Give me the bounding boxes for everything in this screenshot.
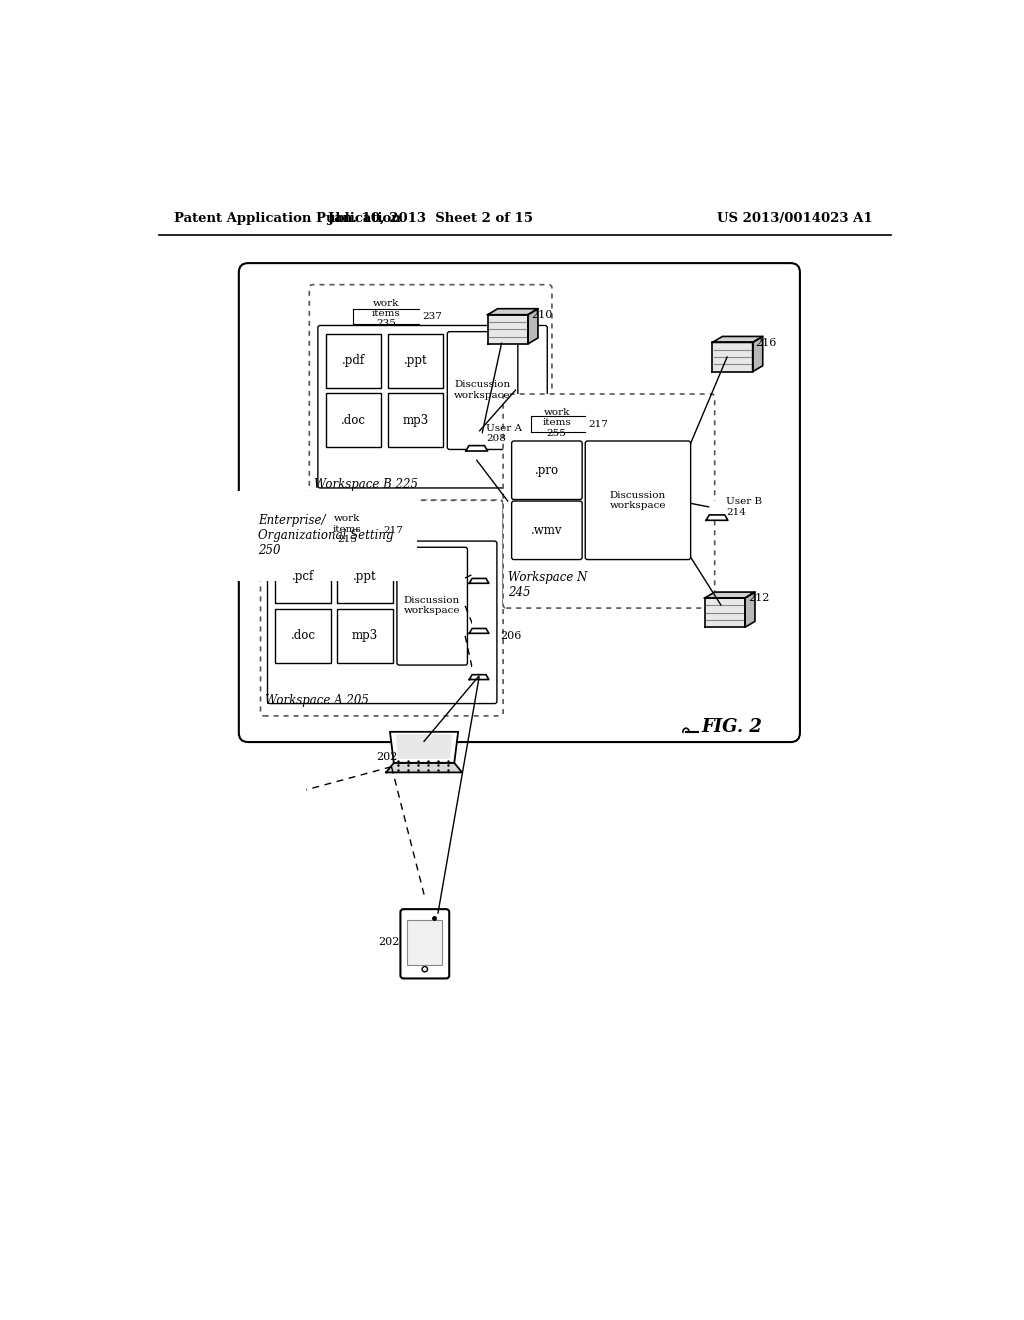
Text: 202: 202 xyxy=(378,937,399,948)
FancyBboxPatch shape xyxy=(260,500,503,715)
Text: work
items
255: work items 255 xyxy=(542,408,571,438)
FancyBboxPatch shape xyxy=(512,441,583,499)
Text: .pcf: .pcf xyxy=(292,570,314,583)
Text: Workspace N
245: Workspace N 245 xyxy=(508,570,587,599)
Text: User B
214: User B 214 xyxy=(726,498,763,516)
Polygon shape xyxy=(396,734,452,759)
Bar xyxy=(388,393,443,447)
Text: 206: 206 xyxy=(500,631,521,640)
Text: Workspace B 225: Workspace B 225 xyxy=(314,478,418,491)
Bar xyxy=(275,609,331,663)
FancyBboxPatch shape xyxy=(512,502,583,560)
FancyBboxPatch shape xyxy=(400,909,450,978)
Polygon shape xyxy=(707,515,728,520)
Text: US 2013/0014023 A1: US 2013/0014023 A1 xyxy=(717,213,872,224)
Text: Discussion
workspace: Discussion workspace xyxy=(454,380,510,400)
Text: 217: 217 xyxy=(384,527,403,536)
Circle shape xyxy=(473,566,485,578)
Bar xyxy=(337,609,393,663)
Polygon shape xyxy=(386,763,462,772)
Polygon shape xyxy=(744,593,755,627)
Text: 217: 217 xyxy=(589,420,608,429)
Text: .pdf: .pdf xyxy=(342,354,366,367)
Text: 202: 202 xyxy=(377,752,397,763)
Text: Workspace A 205: Workspace A 205 xyxy=(265,693,369,706)
Text: Discussion
workspace: Discussion workspace xyxy=(403,597,460,615)
Circle shape xyxy=(473,663,485,675)
Text: Jan. 10, 2013  Sheet 2 of 15: Jan. 10, 2013 Sheet 2 of 15 xyxy=(328,213,532,224)
Circle shape xyxy=(473,616,485,628)
Text: .doc: .doc xyxy=(341,413,366,426)
FancyBboxPatch shape xyxy=(397,548,467,665)
Text: User A
208: User A 208 xyxy=(486,424,522,444)
Text: .doc: .doc xyxy=(291,630,315,643)
Text: .ppt: .ppt xyxy=(403,354,427,367)
Text: .pro: .pro xyxy=(535,463,558,477)
Circle shape xyxy=(710,502,724,515)
FancyBboxPatch shape xyxy=(317,326,547,488)
Polygon shape xyxy=(753,337,763,372)
Polygon shape xyxy=(705,598,744,627)
Polygon shape xyxy=(469,628,488,634)
Polygon shape xyxy=(466,446,487,451)
Bar xyxy=(408,920,442,965)
Polygon shape xyxy=(469,675,488,680)
Text: work
items
235: work items 235 xyxy=(372,298,400,329)
Bar xyxy=(388,334,443,388)
FancyBboxPatch shape xyxy=(586,441,690,560)
Polygon shape xyxy=(713,342,753,372)
FancyBboxPatch shape xyxy=(239,263,800,742)
Text: 237: 237 xyxy=(423,313,442,321)
Text: Enterprise/
Organizational Setting
250: Enterprise/ Organizational Setting 250 xyxy=(258,515,393,557)
Bar xyxy=(326,393,381,447)
Circle shape xyxy=(470,432,483,446)
Text: mp3: mp3 xyxy=(402,413,429,426)
Polygon shape xyxy=(528,309,538,345)
Polygon shape xyxy=(390,731,458,763)
Polygon shape xyxy=(487,309,538,314)
Text: .ppt: .ppt xyxy=(353,570,377,583)
FancyBboxPatch shape xyxy=(503,395,715,609)
Text: mp3: mp3 xyxy=(352,630,378,643)
Text: 212: 212 xyxy=(748,594,769,603)
Text: 210: 210 xyxy=(531,310,552,319)
Polygon shape xyxy=(469,578,488,583)
Text: 216: 216 xyxy=(756,338,777,347)
Text: Patent Application Publication: Patent Application Publication xyxy=(174,213,401,224)
FancyBboxPatch shape xyxy=(309,285,552,500)
Bar xyxy=(337,549,393,603)
FancyBboxPatch shape xyxy=(447,331,518,449)
Bar xyxy=(275,549,331,603)
Text: Discussion
workspace: Discussion workspace xyxy=(609,491,667,510)
Text: .wmv: .wmv xyxy=(530,524,562,537)
Polygon shape xyxy=(487,314,528,345)
FancyBboxPatch shape xyxy=(267,541,497,704)
Polygon shape xyxy=(705,593,755,598)
Text: work
items
215: work items 215 xyxy=(333,515,361,544)
Bar xyxy=(326,334,381,388)
Text: FIG. 2: FIG. 2 xyxy=(701,718,763,737)
Polygon shape xyxy=(713,337,763,342)
